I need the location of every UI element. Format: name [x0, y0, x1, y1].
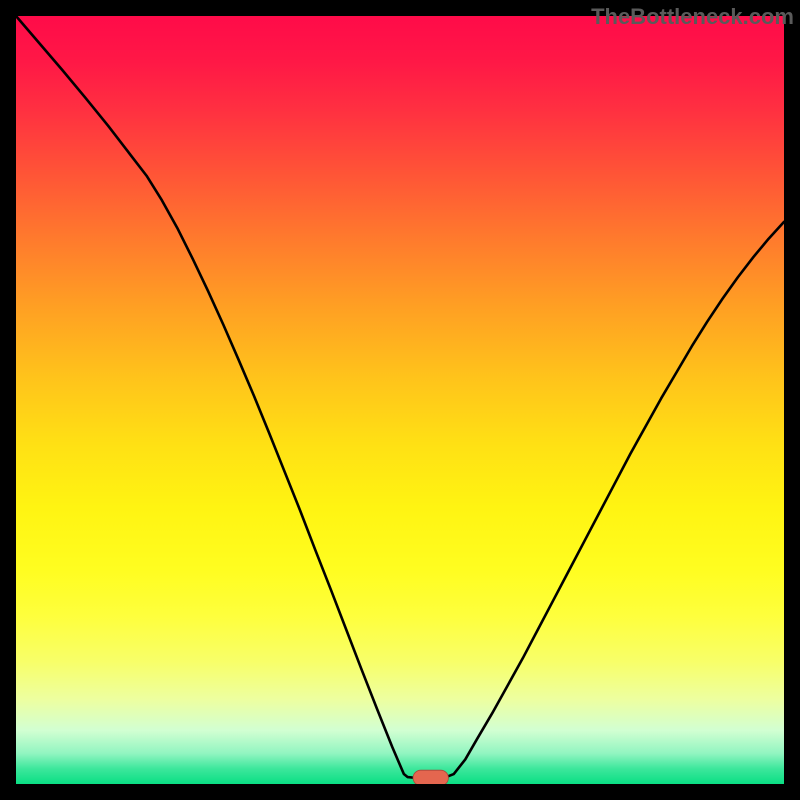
valley-marker	[413, 770, 448, 785]
chart-frame: TheBottleneck.com	[0, 0, 800, 800]
gradient-background	[16, 16, 784, 784]
chart-svg	[0, 0, 800, 800]
